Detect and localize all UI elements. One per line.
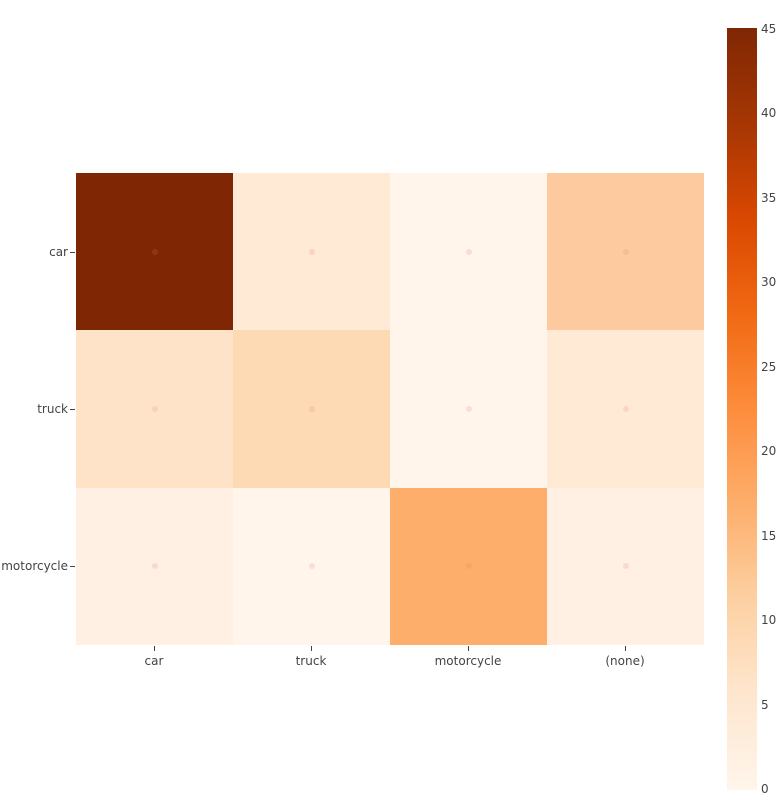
y-tick bbox=[70, 566, 75, 567]
cell-marker bbox=[622, 563, 629, 570]
heatmap-plot-area bbox=[76, 173, 704, 645]
y-tick bbox=[70, 252, 75, 253]
colorbar-tick bbox=[757, 367, 761, 368]
colorbar-label: 35 bbox=[761, 191, 777, 205]
colorbar-label: 40 bbox=[761, 106, 777, 120]
y-label-truck: truck bbox=[37, 402, 68, 416]
colorbar bbox=[727, 28, 757, 790]
colorbar-label: 25 bbox=[761, 360, 777, 374]
colorbar-tick bbox=[757, 198, 761, 199]
cell-marker bbox=[151, 405, 158, 412]
x-label-motorcycle: motorcycle bbox=[434, 654, 502, 668]
colorbar-label: 5 bbox=[761, 698, 769, 712]
colorbar-tick bbox=[757, 620, 761, 621]
heatmap-cell[interactable] bbox=[76, 330, 233, 488]
x-tick bbox=[468, 646, 469, 651]
cell-marker bbox=[308, 563, 315, 570]
y-label-motorcycle: motorcycle bbox=[1, 559, 68, 573]
cell-marker bbox=[308, 405, 315, 412]
colorbar-label: 10 bbox=[761, 613, 777, 627]
colorbar-label: 30 bbox=[761, 275, 777, 289]
heatmap-cell[interactable] bbox=[547, 173, 704, 331]
colorbar-tick bbox=[757, 536, 761, 537]
heatmap-cell[interactable] bbox=[233, 330, 390, 488]
heatmap-cell[interactable] bbox=[390, 487, 547, 645]
y-tick bbox=[70, 409, 75, 410]
cell-marker bbox=[622, 248, 629, 255]
heatmap-cell[interactable] bbox=[233, 487, 390, 645]
heatmap-cell[interactable] bbox=[76, 487, 233, 645]
cell-marker bbox=[151, 248, 158, 255]
colorbar-tick bbox=[757, 705, 761, 706]
heatmap-cell[interactable] bbox=[547, 487, 704, 645]
colorbar-label: 45 bbox=[761, 22, 777, 36]
colorbar-label: 15 bbox=[761, 529, 777, 543]
x-tick bbox=[154, 646, 155, 651]
heatmap-cell[interactable] bbox=[390, 173, 547, 331]
colorbar-label: 0 bbox=[761, 782, 769, 796]
x-label-truck: truck bbox=[295, 654, 327, 668]
x-label-car: car bbox=[144, 654, 164, 668]
cell-marker bbox=[308, 248, 315, 255]
heatmap-cell[interactable] bbox=[233, 173, 390, 331]
colorbar-tick bbox=[757, 451, 761, 452]
colorbar-tick bbox=[757, 113, 761, 114]
cell-marker bbox=[465, 563, 472, 570]
cell-marker bbox=[465, 405, 472, 412]
cell-marker bbox=[622, 405, 629, 412]
x-tick bbox=[311, 646, 312, 651]
cell-marker bbox=[151, 563, 158, 570]
y-label-car: car bbox=[49, 245, 68, 259]
x-label-none: (none) bbox=[605, 654, 645, 668]
colorbar-label: 20 bbox=[761, 444, 777, 458]
heatmap-cell[interactable] bbox=[390, 330, 547, 488]
colorbar-tick bbox=[757, 282, 761, 283]
cell-marker bbox=[465, 248, 472, 255]
heatmap-cell[interactable] bbox=[547, 330, 704, 488]
heatmap-cell[interactable] bbox=[76, 173, 233, 331]
x-tick bbox=[625, 646, 626, 651]
